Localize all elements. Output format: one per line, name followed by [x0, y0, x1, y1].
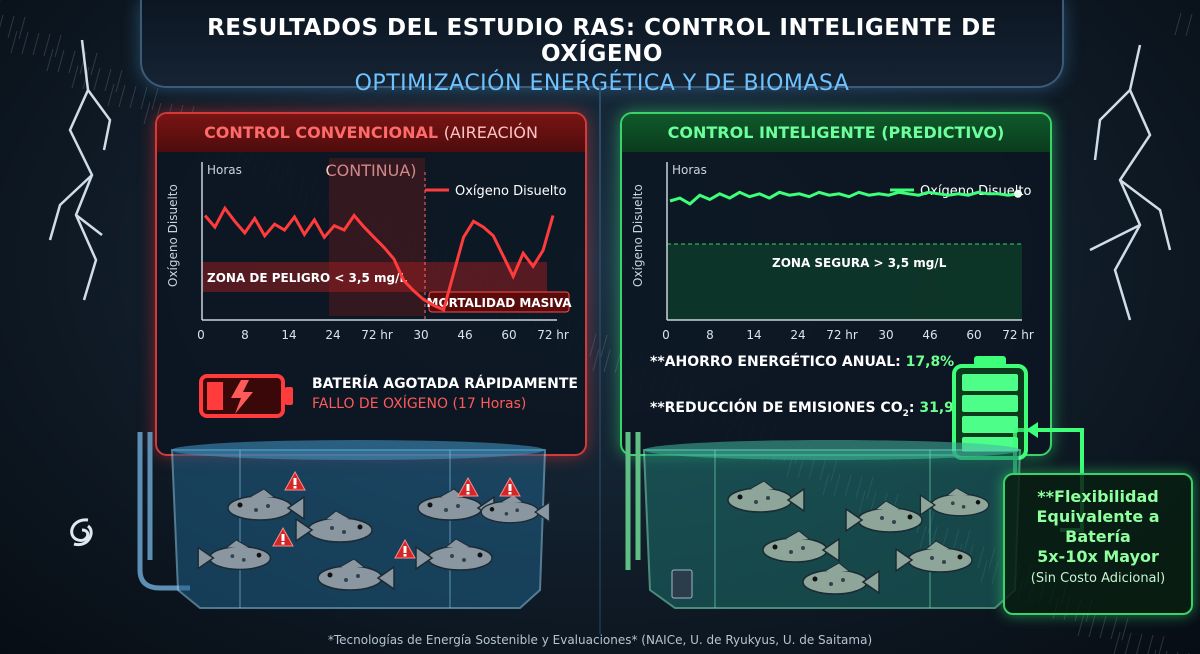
x-tick-label: 72 hr	[1002, 328, 1034, 342]
fish-icon	[197, 539, 272, 571]
flex-subtitle: (Sin Costo Adicional)	[1030, 571, 1166, 586]
safe-zone-label: ZONA SEGURA > 3,5 mg/L	[772, 256, 947, 270]
safe-zone	[667, 244, 1022, 320]
emission-reduction-label: **REDUCCIÓN DE EMISIONES CO	[650, 400, 903, 416]
series-end-point	[1014, 189, 1022, 198]
energy-saving-label: **AHORRO ENERGÉTICO ANUAL:	[650, 354, 901, 370]
oxygen-series-line	[203, 205, 555, 312]
danger-zone	[202, 262, 547, 292]
fish-icon	[295, 510, 373, 543]
legend-entry: Oxígeno Disuelto	[455, 184, 566, 199]
x-tick-label: 46	[922, 328, 937, 342]
page-subtitle: OPTIMIZACIÓN ENERGÉTICA Y DE BIOMASA	[354, 71, 850, 96]
energy-saving-stat: **AHORRO ENERGÉTICO ANUAL: 17,8%	[650, 354, 954, 370]
fish-icon	[480, 494, 551, 524]
conventional-fish-tank	[137, 432, 551, 609]
x-axis-label: Horas	[672, 163, 707, 177]
x-tick-label: 30	[878, 328, 893, 342]
y-axis-label: Oxígeno Disuelto	[166, 184, 180, 287]
x-tick-label: 14	[746, 328, 761, 342]
oxygen-series-line	[669, 190, 1019, 206]
critical-window	[329, 158, 425, 316]
x-tick-label: 0	[197, 328, 205, 342]
flex-line-4: 5x-10x Mayor	[1037, 547, 1159, 566]
fish-icon	[727, 480, 805, 513]
fish-icon	[762, 530, 840, 563]
emission-colon: :	[908, 400, 915, 416]
x-tick-label: 60	[966, 328, 981, 342]
mass-mortality-label: MORTALIDAD MASIVA	[427, 296, 573, 310]
y-axis-label: Oxígeno Disuelto	[631, 184, 645, 287]
x-tick-label: 0	[662, 328, 670, 342]
panel-title: CONTROL INTELIGENTE (PREDICTIVO)	[622, 114, 1050, 152]
emission-reduction-stat: **REDUCCIÓN DE EMISIONES CO2: 31,9%	[650, 400, 968, 419]
x-tick-label: 46	[457, 328, 472, 342]
intelligent-fish-tank	[625, 428, 1040, 609]
panel-title-sub: (AIREACIÓN CONTINUA)	[325, 123, 538, 180]
x-tick-label: 14	[281, 328, 296, 342]
x-tick-label: 72 hr	[361, 328, 393, 342]
x-tick-label: 8	[241, 328, 249, 342]
header: RESULTADOS DEL ESTUDIO RAS: CONTROL INTE…	[140, 0, 1064, 96]
center-divider	[599, 86, 601, 634]
flex-line-3: Batería	[1065, 527, 1131, 546]
warning-triangle-icon	[272, 526, 294, 547]
battery-depleted-title: BATERÍA AGOTADA RÁPIDAMENTE	[312, 376, 578, 392]
lightning-right-icon	[1089, 44, 1172, 321]
energy-saving-value: 17,8%	[905, 354, 955, 370]
flexibility-callout: **Flexibilidad Equivalente a Batería 5x-…	[1003, 473, 1193, 615]
intelligent-control-panel: CONTROL INTELIGENTE (PREDICTIVO) Horas O…	[620, 112, 1052, 460]
battery-empty-lightning-icon	[199, 374, 293, 418]
flex-line-2: Equivalente a	[1036, 507, 1160, 526]
fish-icon	[317, 558, 395, 591]
x-tick-label: 8	[706, 328, 714, 342]
x-axis-label: Horas	[207, 163, 242, 177]
panel-title-main: CONTROL CONVENCIONAL	[204, 123, 439, 142]
sensor-device-icon	[671, 569, 693, 599]
oxygen-failure-text: FALLO DE OXÍGENO (17 Horas)	[312, 396, 527, 412]
x-tick-label: 30	[413, 328, 428, 342]
x-tick-label: 72 hr	[826, 328, 858, 342]
x-tick-label: 60	[501, 328, 516, 342]
intelligent-oxygen-chart: Horas Oxígeno Disuelto Oxígeno Disuelto …	[631, 162, 1034, 342]
swirl-logo-icon	[70, 518, 93, 547]
warning-triangle-icon	[499, 476, 521, 497]
conventional-oxygen-chart: Horas Oxígeno Disuelto Oxígeno Disuelto …	[166, 158, 573, 342]
fish-icon	[895, 540, 973, 573]
fish-icon	[802, 562, 880, 595]
fish-icon	[227, 488, 305, 521]
fish-icon	[845, 500, 923, 533]
lightning-left-icon	[48, 39, 112, 301]
danger-zone-label: ZONA DE PELIGRO < 3,5 mg/L	[207, 271, 407, 285]
x-tick-label: 24	[325, 328, 340, 342]
warning-triangle-icon	[284, 470, 306, 491]
warning-triangle-icon	[457, 476, 479, 497]
fish-icon	[919, 487, 990, 517]
x-tick-label: 72 hr	[537, 328, 569, 342]
x-tick-label: 24	[790, 328, 805, 342]
footer-citation: *Tecnologías de Energía Sostenible y Eva…	[327, 633, 873, 647]
co2-subscript: 2	[902, 408, 909, 419]
conventional-control-panel: CONTROL CONVENCIONAL (AIREACIÓN CONTINUA…	[155, 112, 587, 456]
flex-line-1: **Flexibilidad	[1037, 487, 1159, 506]
fish-icon	[415, 538, 493, 571]
page-title: RESULTADOS DEL ESTUDIO RAS: CONTROL INTE…	[207, 15, 997, 67]
panel-title: CONTROL CONVENCIONAL (AIREACIÓN CONTINUA…	[157, 114, 585, 180]
warning-triangle-icon	[394, 538, 416, 559]
